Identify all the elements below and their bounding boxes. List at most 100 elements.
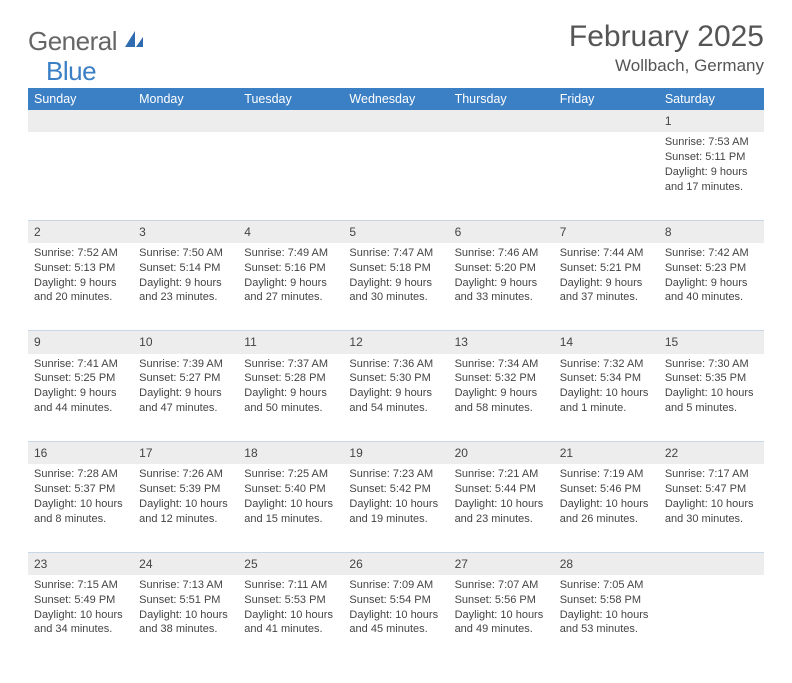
day-number: [238, 110, 343, 132]
day-number: 17: [133, 442, 238, 465]
sunset-text: Sunset: 5:21 PM: [560, 261, 653, 276]
daylight-text-2: and 5 minutes.: [665, 401, 758, 416]
daylight-text-1: Daylight: 10 hours: [560, 497, 653, 512]
month-title: February 2025: [569, 20, 764, 54]
sunset-text: Sunset: 5:58 PM: [560, 593, 653, 608]
day-content-row: Sunrise: 7:28 AMSunset: 5:37 PMDaylight:…: [28, 464, 764, 552]
daylight-text-2: and 49 minutes.: [455, 622, 548, 637]
day-cell: Sunrise: 7:17 AMSunset: 5:47 PMDaylight:…: [659, 464, 764, 552]
day-cell: Sunrise: 7:21 AMSunset: 5:44 PMDaylight:…: [449, 464, 554, 552]
sunset-text: Sunset: 5:25 PM: [34, 371, 127, 386]
sunrise-text: Sunrise: 7:28 AM: [34, 467, 127, 482]
sunrise-text: Sunrise: 7:15 AM: [34, 578, 127, 593]
sunrise-text: Sunrise: 7:21 AM: [455, 467, 548, 482]
day-cell: [133, 132, 238, 220]
sunrise-text: Sunrise: 7:07 AM: [455, 578, 548, 593]
day-cell: Sunrise: 7:53 AMSunset: 5:11 PMDaylight:…: [659, 132, 764, 220]
day-cell: Sunrise: 7:39 AMSunset: 5:27 PMDaylight:…: [133, 354, 238, 442]
daylight-text-1: Daylight: 10 hours: [139, 608, 232, 623]
day-cell: [343, 132, 448, 220]
day-cell: Sunrise: 7:47 AMSunset: 5:18 PMDaylight:…: [343, 243, 448, 331]
sunset-text: Sunset: 5:18 PM: [349, 261, 442, 276]
weekday-header: Wednesday: [343, 88, 448, 110]
day-number: 23: [28, 552, 133, 575]
logo-text-1: General: [28, 26, 117, 57]
day-cell: Sunrise: 7:44 AMSunset: 5:21 PMDaylight:…: [554, 243, 659, 331]
sunset-text: Sunset: 5:46 PM: [560, 482, 653, 497]
day-cell: Sunrise: 7:26 AMSunset: 5:39 PMDaylight:…: [133, 464, 238, 552]
sunset-text: Sunset: 5:35 PM: [665, 371, 758, 386]
weekday-header: Thursday: [449, 88, 554, 110]
daylight-text-1: Daylight: 9 hours: [34, 276, 127, 291]
day-content-row: Sunrise: 7:53 AMSunset: 5:11 PMDaylight:…: [28, 132, 764, 220]
day-cell: Sunrise: 7:46 AMSunset: 5:20 PMDaylight:…: [449, 243, 554, 331]
sunrise-text: Sunrise: 7:50 AM: [139, 246, 232, 261]
day-cell: Sunrise: 7:32 AMSunset: 5:34 PMDaylight:…: [554, 354, 659, 442]
day-number: 7: [554, 220, 659, 243]
day-content-row: Sunrise: 7:41 AMSunset: 5:25 PMDaylight:…: [28, 354, 764, 442]
day-cell: Sunrise: 7:25 AMSunset: 5:40 PMDaylight:…: [238, 464, 343, 552]
daylight-text-1: Daylight: 9 hours: [665, 276, 758, 291]
day-cell: Sunrise: 7:50 AMSunset: 5:14 PMDaylight:…: [133, 243, 238, 331]
day-number: 21: [554, 442, 659, 465]
sunrise-text: Sunrise: 7:53 AM: [665, 135, 758, 150]
day-number: 9: [28, 331, 133, 354]
logo: General: [28, 26, 147, 57]
daylight-text-2: and 20 minutes.: [34, 290, 127, 305]
day-cell: Sunrise: 7:13 AMSunset: 5:51 PMDaylight:…: [133, 575, 238, 663]
sunset-text: Sunset: 5:47 PM: [665, 482, 758, 497]
day-number: 4: [238, 220, 343, 243]
day-cell: [659, 575, 764, 663]
daylight-text-1: Daylight: 10 hours: [349, 497, 442, 512]
day-cell: Sunrise: 7:30 AMSunset: 5:35 PMDaylight:…: [659, 354, 764, 442]
sunrise-text: Sunrise: 7:09 AM: [349, 578, 442, 593]
daylight-text-1: Daylight: 9 hours: [244, 276, 337, 291]
daylight-text-1: Daylight: 10 hours: [34, 608, 127, 623]
day-cell: Sunrise: 7:07 AMSunset: 5:56 PMDaylight:…: [449, 575, 554, 663]
day-cell: Sunrise: 7:49 AMSunset: 5:16 PMDaylight:…: [238, 243, 343, 331]
sunrise-text: Sunrise: 7:52 AM: [34, 246, 127, 261]
daylight-text-1: Daylight: 10 hours: [560, 386, 653, 401]
sunset-text: Sunset: 5:28 PM: [244, 371, 337, 386]
day-cell: Sunrise: 7:41 AMSunset: 5:25 PMDaylight:…: [28, 354, 133, 442]
sunset-text: Sunset: 5:39 PM: [139, 482, 232, 497]
sunrise-text: Sunrise: 7:46 AM: [455, 246, 548, 261]
daylight-text-2: and 15 minutes.: [244, 512, 337, 527]
day-cell: Sunrise: 7:34 AMSunset: 5:32 PMDaylight:…: [449, 354, 554, 442]
weekday-header: Monday: [133, 88, 238, 110]
day-number: 8: [659, 220, 764, 243]
daylight-text-1: Daylight: 10 hours: [665, 386, 758, 401]
day-number: [343, 110, 448, 132]
day-cell: Sunrise: 7:05 AMSunset: 5:58 PMDaylight:…: [554, 575, 659, 663]
day-number: 5: [343, 220, 448, 243]
day-cell: Sunrise: 7:23 AMSunset: 5:42 PMDaylight:…: [343, 464, 448, 552]
sunrise-text: Sunrise: 7:26 AM: [139, 467, 232, 482]
sunset-text: Sunset: 5:34 PM: [560, 371, 653, 386]
day-number: 14: [554, 331, 659, 354]
daylight-text-1: Daylight: 10 hours: [560, 608, 653, 623]
daylight-text-2: and 40 minutes.: [665, 290, 758, 305]
sunset-text: Sunset: 5:11 PM: [665, 150, 758, 165]
sunset-text: Sunset: 5:54 PM: [349, 593, 442, 608]
sunset-text: Sunset: 5:56 PM: [455, 593, 548, 608]
sunrise-text: Sunrise: 7:30 AM: [665, 357, 758, 372]
daylight-text-1: Daylight: 9 hours: [139, 276, 232, 291]
weekday-header: Friday: [554, 88, 659, 110]
day-cell: Sunrise: 7:28 AMSunset: 5:37 PMDaylight:…: [28, 464, 133, 552]
day-cell: Sunrise: 7:37 AMSunset: 5:28 PMDaylight:…: [238, 354, 343, 442]
day-number: [28, 110, 133, 132]
day-number: 12: [343, 331, 448, 354]
daylight-text-1: Daylight: 9 hours: [244, 386, 337, 401]
weekday-header: Tuesday: [238, 88, 343, 110]
daylight-text-1: Daylight: 9 hours: [665, 165, 758, 180]
daylight-text-2: and 37 minutes.: [560, 290, 653, 305]
daylight-text-2: and 53 minutes.: [560, 622, 653, 637]
daylight-text-2: and 12 minutes.: [139, 512, 232, 527]
daylight-text-1: Daylight: 9 hours: [139, 386, 232, 401]
sunset-text: Sunset: 5:30 PM: [349, 371, 442, 386]
sunrise-text: Sunrise: 7:39 AM: [139, 357, 232, 372]
day-cell: Sunrise: 7:15 AMSunset: 5:49 PMDaylight:…: [28, 575, 133, 663]
daylight-text-1: Daylight: 9 hours: [455, 386, 548, 401]
sunrise-text: Sunrise: 7:42 AM: [665, 246, 758, 261]
day-number: 2: [28, 220, 133, 243]
